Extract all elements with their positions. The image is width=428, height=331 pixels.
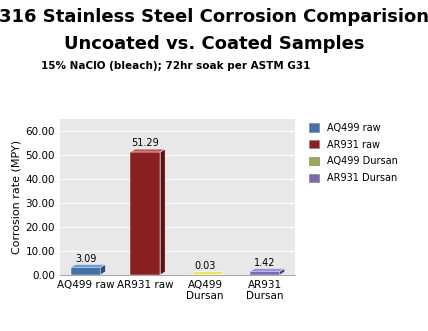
Legend: AQ499 raw, AR931 raw, AQ499 Dursan, AR931 Dursan: AQ499 raw, AR931 raw, AQ499 Dursan, AR93… [307,121,399,185]
Polygon shape [160,149,165,275]
Polygon shape [101,264,105,275]
Text: 316 Stainless Steel Corrosion Comparision: 316 Stainless Steel Corrosion Comparisio… [0,8,428,26]
Text: 15% NaClO (bleach); 72hr soak per ASTM G31: 15% NaClO (bleach); 72hr soak per ASTM G… [41,61,310,71]
Bar [71,267,101,275]
Text: 0.03: 0.03 [194,261,216,271]
Polygon shape [71,264,105,267]
Bar [131,152,160,275]
Polygon shape [250,268,285,271]
Polygon shape [131,149,165,152]
Text: 51.29: 51.29 [131,138,159,148]
Text: Uncoated vs. Coated Samples: Uncoated vs. Coated Samples [64,35,364,53]
Y-axis label: Corrosion rate (MPY): Corrosion rate (MPY) [12,140,21,254]
Polygon shape [280,268,285,275]
Bar [250,271,280,275]
Text: 1.42: 1.42 [254,258,276,268]
Polygon shape [190,272,225,275]
Text: 3.09: 3.09 [75,254,96,264]
Polygon shape [220,272,225,275]
